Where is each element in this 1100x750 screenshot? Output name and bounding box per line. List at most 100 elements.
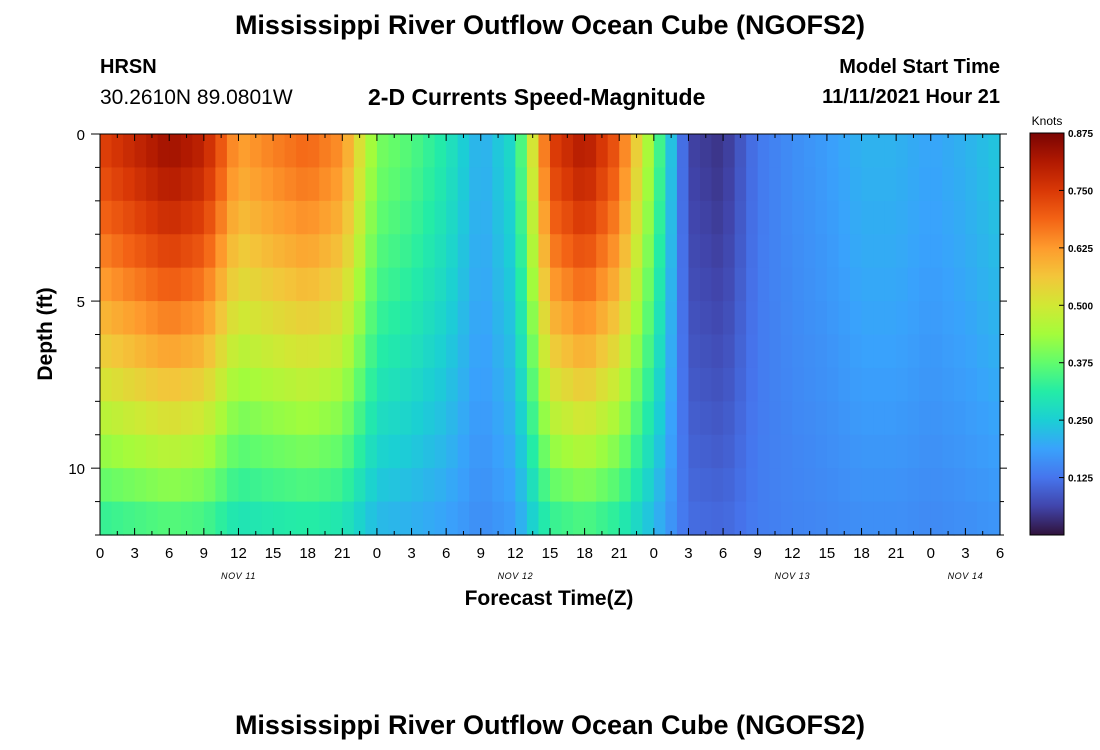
heatmap-cell <box>850 234 863 269</box>
heatmap-cell <box>238 134 251 169</box>
x-tick-label: 0 <box>650 545 658 562</box>
heatmap-cell <box>550 267 563 302</box>
heatmap-cell <box>850 334 863 369</box>
heatmap-cell <box>757 468 770 503</box>
heatmap-cell <box>423 167 436 202</box>
heatmap-cell <box>515 367 528 402</box>
heatmap-cell <box>976 267 990 302</box>
heatmap-cell <box>688 134 701 169</box>
heatmap-cell <box>803 134 816 169</box>
heatmap-cell <box>953 267 966 302</box>
heatmap-cell <box>976 434 990 469</box>
heatmap-cell <box>561 501 574 536</box>
heatmap-cell <box>203 401 216 436</box>
heatmap-cell <box>123 134 136 169</box>
heatmap-cell <box>226 134 240 169</box>
heatmap-cell <box>192 200 205 235</box>
heatmap-cell <box>619 200 632 235</box>
heatmap-cell <box>169 401 182 436</box>
heatmap-cell <box>803 468 816 503</box>
heatmap-cell <box>642 200 655 235</box>
heatmap-cell <box>319 267 332 302</box>
heatmap-cell <box>792 301 805 336</box>
heatmap-cell <box>976 134 990 169</box>
heatmap-cell <box>919 200 932 235</box>
heatmap-cell <box>111 267 124 302</box>
heatmap-cell <box>100 267 113 302</box>
heatmap-cell <box>492 334 505 369</box>
colorbar: Knots 0.875 0.750 0.625 0.500 0.375 0.250 0.12… <box>1029 114 1093 536</box>
heatmap-cell <box>665 134 678 169</box>
heatmap-cell <box>180 501 193 536</box>
heatmap-cell <box>192 134 205 169</box>
heatmap-cell <box>607 167 620 202</box>
heatmap-cell <box>757 367 770 402</box>
heatmap-cell <box>550 167 563 202</box>
heatmap-cell <box>480 501 493 536</box>
heatmap-cell <box>757 434 770 469</box>
heatmap-cell <box>342 267 355 302</box>
heatmap-cell <box>342 234 355 269</box>
heatmap-cell <box>134 367 147 402</box>
heatmap-cell <box>526 468 540 503</box>
heatmap-cell <box>238 301 251 336</box>
heatmap-cell <box>111 468 124 503</box>
heatmap-cell <box>180 468 193 503</box>
heatmap-cell <box>411 234 424 269</box>
heatmap-cell <box>757 200 770 235</box>
y-axis: 0 5 10 <box>68 127 1007 536</box>
heatmap-cell <box>838 401 851 436</box>
heatmap-cell <box>642 367 655 402</box>
date-label: NOV 14 <box>948 571 984 581</box>
heatmap-cell <box>573 267 586 302</box>
heatmap-cell <box>192 267 205 302</box>
heatmap-cell <box>896 267 909 302</box>
heatmap-cell <box>584 468 597 503</box>
chart-title: Mississippi River Outflow Ocean Cube (NG… <box>234 10 866 40</box>
heatmap-cell <box>376 334 390 369</box>
heatmap-cell <box>480 234 493 269</box>
x-tick-label: 18 <box>576 545 593 562</box>
heatmap-cell <box>250 434 263 469</box>
heatmap-cell <box>146 267 159 302</box>
heatmap-cell <box>861 234 874 269</box>
heatmap-cell <box>526 334 540 369</box>
heatmap-cell <box>896 167 909 202</box>
heatmap-cell <box>596 234 609 269</box>
heatmap-cell <box>538 401 551 436</box>
heatmap-cell <box>238 501 251 536</box>
heatmap-cell <box>423 468 436 503</box>
colorbar-label: Knots <box>1032 114 1063 128</box>
heatmap-cell <box>273 401 286 436</box>
heatmap-cell <box>469 267 482 302</box>
heatmap-cell <box>676 334 690 369</box>
heatmap-cell <box>584 334 597 369</box>
heatmap-cell <box>596 468 609 503</box>
heatmap-cell <box>330 134 343 169</box>
heatmap-cell <box>769 267 782 302</box>
heatmap-cell <box>838 367 851 402</box>
heatmap-cell <box>192 334 205 369</box>
heatmap-cell <box>238 267 251 302</box>
heatmap-cell <box>446 434 459 469</box>
heatmap-cell <box>457 134 470 169</box>
heatmap-cell <box>515 434 528 469</box>
heatmap-cell <box>953 401 966 436</box>
heatmap-cell <box>411 334 424 369</box>
heatmap-cell <box>907 301 920 336</box>
heatmap-cell <box>988 234 1001 269</box>
heatmap-cell <box>157 367 170 402</box>
x-tick-label: 18 <box>299 545 316 562</box>
heatmap-cell <box>203 334 216 369</box>
heatmap-cell <box>919 134 932 169</box>
heatmap-cell <box>792 434 805 469</box>
heatmap-cell <box>492 200 505 235</box>
heatmap-cell <box>734 234 747 269</box>
heatmap-cell <box>746 468 759 503</box>
heatmap-cell <box>942 434 955 469</box>
heatmap-cell <box>826 334 840 369</box>
heatmap-cell <box>665 434 678 469</box>
heatmap-cell <box>873 334 886 369</box>
heatmap-cell <box>146 501 159 536</box>
heatmap-cell <box>400 367 413 402</box>
